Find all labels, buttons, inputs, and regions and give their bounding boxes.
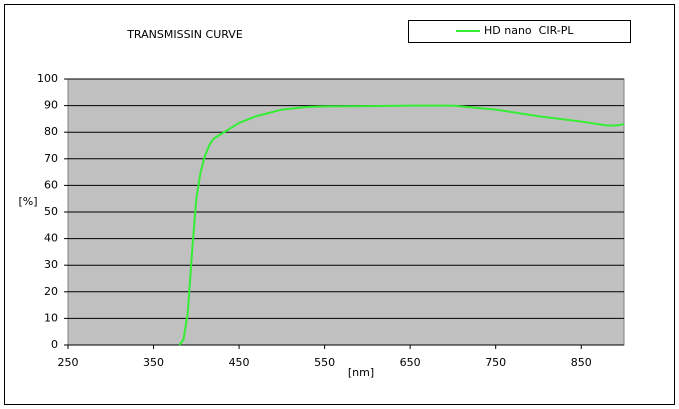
x-tick-label: 250 bbox=[58, 356, 79, 369]
x-tick-label: 850 bbox=[571, 356, 592, 369]
y-tick-label: 80 bbox=[44, 125, 58, 138]
chart-title: TRANSMISSIN CURVE bbox=[126, 28, 243, 41]
y-tick-label: 0 bbox=[51, 338, 58, 351]
y-tick-label: 10 bbox=[44, 311, 58, 324]
x-tick-label: 350 bbox=[143, 356, 164, 369]
legend-label: HD nano CIR-PL bbox=[484, 24, 574, 37]
y-tick-label: 50 bbox=[44, 205, 58, 218]
y-tick-label: 100 bbox=[37, 72, 58, 85]
x-axis-label: [nm] bbox=[348, 366, 374, 379]
x-tick-label: 550 bbox=[314, 356, 335, 369]
y-tick-label: 60 bbox=[44, 178, 58, 191]
x-tick-label: 450 bbox=[229, 356, 250, 369]
y-tick-label: 90 bbox=[44, 99, 58, 112]
y-tick-label: 30 bbox=[44, 258, 58, 271]
series-line bbox=[178, 104, 625, 346]
x-tick-label: 750 bbox=[485, 356, 506, 369]
legend bbox=[408, 20, 631, 43]
y-tick-label: 20 bbox=[44, 285, 58, 298]
y-axis-label: [%] bbox=[18, 195, 37, 208]
x-tick-label: 650 bbox=[400, 356, 421, 369]
y-tick-label: 70 bbox=[44, 152, 58, 165]
y-tick-label: 40 bbox=[44, 232, 58, 245]
